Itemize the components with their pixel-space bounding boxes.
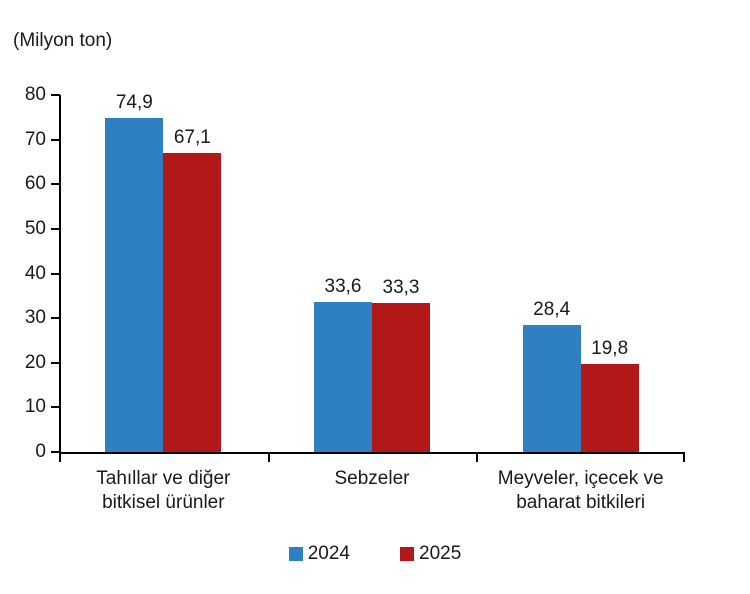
value-label-2024-group2: 33,6: [324, 276, 362, 298]
y-axis-unit-label: (Milyon ton): [13, 30, 113, 51]
y-axis-tick-mark: [51, 451, 60, 453]
value-label-2025-group3: 19,8: [591, 337, 629, 359]
x-axis-category-label: Tahıllar ve diğer bitkisel ürünler: [41, 467, 285, 515]
value-label-2025-group2: 33,3: [382, 277, 420, 299]
x-axis-category-label-line: Meyveler, içecek ve: [497, 468, 664, 489]
bar-2025-group3: [580, 363, 639, 452]
x-axis-tick-mark: [267, 453, 270, 462]
y-axis-tick-label: 0: [35, 441, 46, 462]
legend-label-2024: 2024: [307, 543, 350, 564]
legend-item-2024: 2024: [288, 543, 350, 565]
value-label-2025-group1: 67,1: [173, 126, 211, 148]
bar-2024-group3: [522, 325, 581, 452]
bar-2024-group2: [314, 302, 372, 452]
x-axis-category-label-line: bitkisel ürünler: [102, 492, 225, 513]
y-axis-tick-mark: [51, 138, 60, 141]
bar-2024-group1: [105, 117, 164, 452]
value-label-2024-group3: 28,4: [533, 299, 571, 321]
x-axis-category-label: Sebzeler: [250, 467, 494, 491]
y-axis-tick-label: 40: [24, 262, 46, 284]
x-axis-tick-mark: [476, 453, 479, 462]
value-label-2024-group1: 74,9: [115, 91, 153, 113]
y-axis-tick-label: 80: [24, 84, 46, 105]
y-axis-tick-mark: [51, 94, 60, 96]
x-axis-category-label-line: Tahıllar ve diğer: [96, 468, 231, 489]
y-axis-tick-label: 10: [24, 396, 46, 418]
y-axis-tick-label: 20: [24, 351, 46, 373]
y-axis-tick-mark: [51, 406, 60, 409]
legend-swatch-2025: [400, 547, 414, 561]
y-axis-tick-label: 30: [24, 307, 46, 329]
y-axis-tick-mark: [51, 227, 60, 230]
legend-label-2025: 2025: [419, 543, 462, 564]
legend: 2024 2025: [0, 543, 750, 565]
legend-item-2025: 2025: [400, 543, 461, 565]
x-axis-category-label-line: Sebzeler: [334, 468, 410, 489]
legend-swatch-2024: [288, 547, 303, 561]
y-axis-tick-mark: [51, 272, 60, 275]
y-axis-tick-label: 50: [24, 217, 46, 239]
x-axis-category-label-line: baharat bitkileri: [516, 492, 646, 513]
y-axis-line: [59, 95, 61, 454]
x-axis-tick-mark: [683, 453, 685, 462]
x-axis-tick-mark: [59, 453, 61, 462]
x-axis-category-label: Meyveler, içecek ve baharat bitkileri: [459, 467, 703, 515]
bar-2025-group2: [372, 303, 430, 452]
bar-2025-group1: [163, 152, 222, 452]
y-axis-tick-mark: [51, 361, 60, 364]
y-axis-tick-label: 70: [24, 128, 46, 150]
y-axis-tick-mark: [51, 183, 60, 186]
y-axis-tick-mark: [51, 317, 60, 320]
x-axis-line: [59, 452, 685, 454]
y-axis-tick-label: 60: [24, 173, 46, 195]
